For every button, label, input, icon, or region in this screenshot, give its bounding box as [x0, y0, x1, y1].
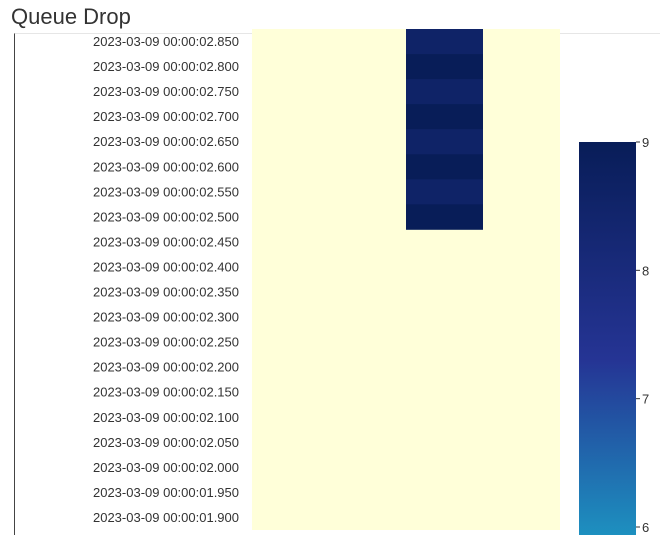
colorbar-tick-label: 7	[642, 392, 649, 407]
y-tick-label: 2023-03-09 00:00:02.100	[93, 410, 239, 425]
y-tick-label: 2023-03-09 00:00:02.250	[93, 335, 239, 350]
y-tick-label: 2023-03-09 00:00:02.400	[93, 259, 239, 274]
y-tick-label: 2023-03-09 00:00:02.800	[93, 59, 239, 74]
y-tick-label: 2023-03-09 00:00:02.300	[93, 310, 239, 325]
colorbar	[579, 142, 636, 535]
y-tick-label: 2023-03-09 00:00:02.850	[93, 34, 239, 49]
heatmap-cell	[406, 179, 483, 205]
y-tick-label: 2023-03-09 00:00:02.750	[93, 84, 239, 99]
y-tick-label: 2023-03-09 00:00:02.600	[93, 159, 239, 174]
heatmap-cell	[406, 29, 483, 55]
colorbar-tick-label: 6	[642, 520, 649, 535]
y-tick-label: 2023-03-09 00:00:02.700	[93, 109, 239, 124]
heatmap-cell	[406, 154, 483, 180]
y-tick-label: 2023-03-09 00:00:02.350	[93, 285, 239, 300]
y-tick-label: 2023-03-09 00:00:02.150	[93, 385, 239, 400]
y-tick-label: 2023-03-09 00:00:02.200	[93, 360, 239, 375]
heatmap-cell	[406, 54, 483, 80]
y-tick-label: 2023-03-09 00:00:02.650	[93, 134, 239, 149]
heatmap-cell	[406, 129, 483, 155]
heatmap-cell	[406, 204, 483, 230]
colorbar-tick-label: 9	[642, 135, 649, 150]
y-tick-label: 2023-03-09 00:00:01.900	[93, 510, 239, 525]
y-tick-label: 2023-03-09 00:00:02.000	[93, 460, 239, 475]
y-tick-label: 2023-03-09 00:00:02.450	[93, 234, 239, 249]
y-tick-label: 2023-03-09 00:00:02.500	[93, 209, 239, 224]
y-tick-label: 2023-03-09 00:00:02.050	[93, 435, 239, 450]
heatmap-cell	[406, 104, 483, 130]
y-tick-label: 2023-03-09 00:00:01.950	[93, 485, 239, 500]
panel-title: Queue Drop	[11, 4, 131, 29]
heatmap-cell	[406, 79, 483, 105]
y-tick-label: 2023-03-09 00:00:02.550	[93, 184, 239, 199]
colorbar-tick-label: 8	[642, 263, 649, 278]
